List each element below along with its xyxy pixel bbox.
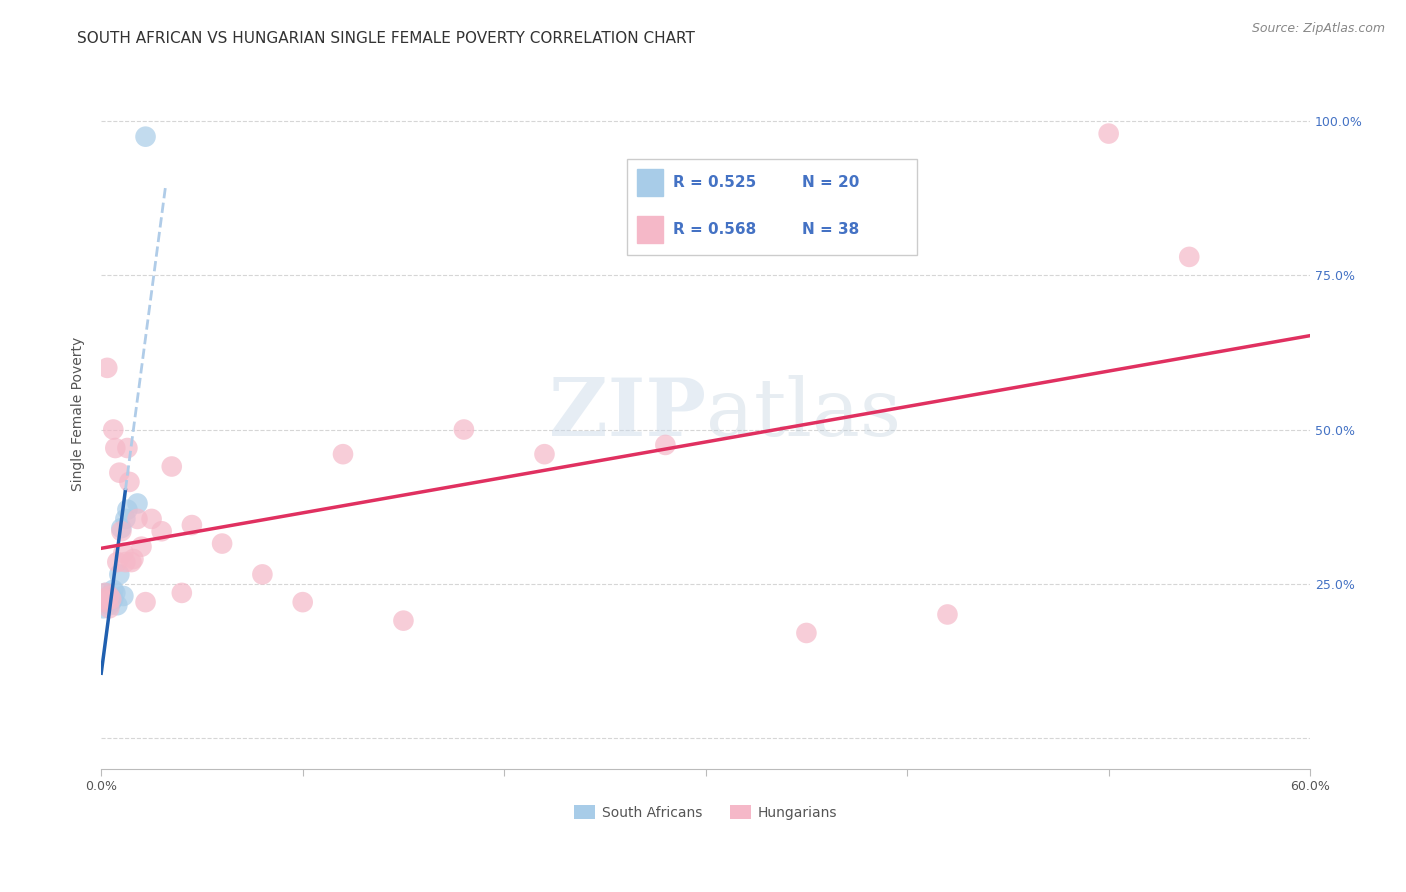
Point — [117, 441, 139, 455]
Text: ZIP: ZIP — [548, 376, 706, 453]
Point — [654, 438, 676, 452]
Point — [108, 567, 131, 582]
FancyBboxPatch shape — [627, 159, 917, 254]
Text: R = 0.568: R = 0.568 — [673, 221, 756, 236]
Point — [94, 586, 117, 600]
Point — [936, 607, 959, 622]
Point — [103, 423, 125, 437]
Point — [100, 595, 122, 609]
Text: N = 38: N = 38 — [803, 221, 859, 236]
Text: Source: ZipAtlas.com: Source: ZipAtlas.com — [1251, 22, 1385, 36]
Point — [170, 586, 193, 600]
Point — [332, 447, 354, 461]
FancyBboxPatch shape — [637, 169, 664, 195]
Point — [533, 447, 555, 461]
Text: R = 0.525: R = 0.525 — [673, 175, 756, 190]
Point — [453, 423, 475, 437]
Point — [96, 592, 118, 607]
Point — [98, 601, 121, 615]
Point — [96, 595, 118, 609]
Point — [96, 360, 118, 375]
Point — [94, 595, 117, 609]
Point — [103, 582, 125, 597]
Point — [91, 592, 114, 607]
Point — [104, 441, 127, 455]
Point — [108, 466, 131, 480]
Point — [252, 567, 274, 582]
Point — [127, 496, 149, 510]
Point — [94, 586, 117, 600]
Point — [114, 555, 136, 569]
Point — [110, 521, 132, 535]
Point — [105, 555, 128, 569]
Point — [211, 536, 233, 550]
Point — [98, 589, 121, 603]
Text: atlas: atlas — [706, 376, 901, 453]
Legend: South Africans, Hungarians: South Africans, Hungarians — [568, 799, 842, 825]
Point — [180, 518, 202, 533]
Point — [100, 592, 122, 607]
Point — [160, 459, 183, 474]
Point — [110, 524, 132, 539]
FancyBboxPatch shape — [637, 216, 664, 243]
Point — [131, 540, 153, 554]
Point — [103, 592, 125, 607]
Point — [1178, 250, 1201, 264]
Point — [1098, 127, 1121, 141]
Point — [135, 129, 157, 144]
Point — [392, 614, 415, 628]
Point — [98, 599, 121, 613]
Point — [114, 512, 136, 526]
Point — [291, 595, 314, 609]
Point — [91, 601, 114, 615]
Point — [117, 502, 139, 516]
Text: SOUTH AFRICAN VS HUNGARIAN SINGLE FEMALE POVERTY CORRELATION CHART: SOUTH AFRICAN VS HUNGARIAN SINGLE FEMALE… — [77, 31, 695, 46]
Point — [120, 555, 142, 569]
Point — [112, 589, 135, 603]
Point — [127, 512, 149, 526]
Y-axis label: Single Female Poverty: Single Female Poverty — [72, 337, 86, 491]
Point — [94, 595, 117, 609]
Point — [105, 599, 128, 613]
Point — [98, 589, 121, 603]
Point — [150, 524, 173, 539]
Point — [112, 546, 135, 560]
Point — [135, 595, 157, 609]
Point — [118, 475, 141, 489]
Point — [104, 586, 127, 600]
Point — [141, 512, 163, 526]
Point — [122, 552, 145, 566]
Text: N = 20: N = 20 — [803, 175, 859, 190]
Point — [100, 592, 122, 607]
Point — [796, 626, 818, 640]
